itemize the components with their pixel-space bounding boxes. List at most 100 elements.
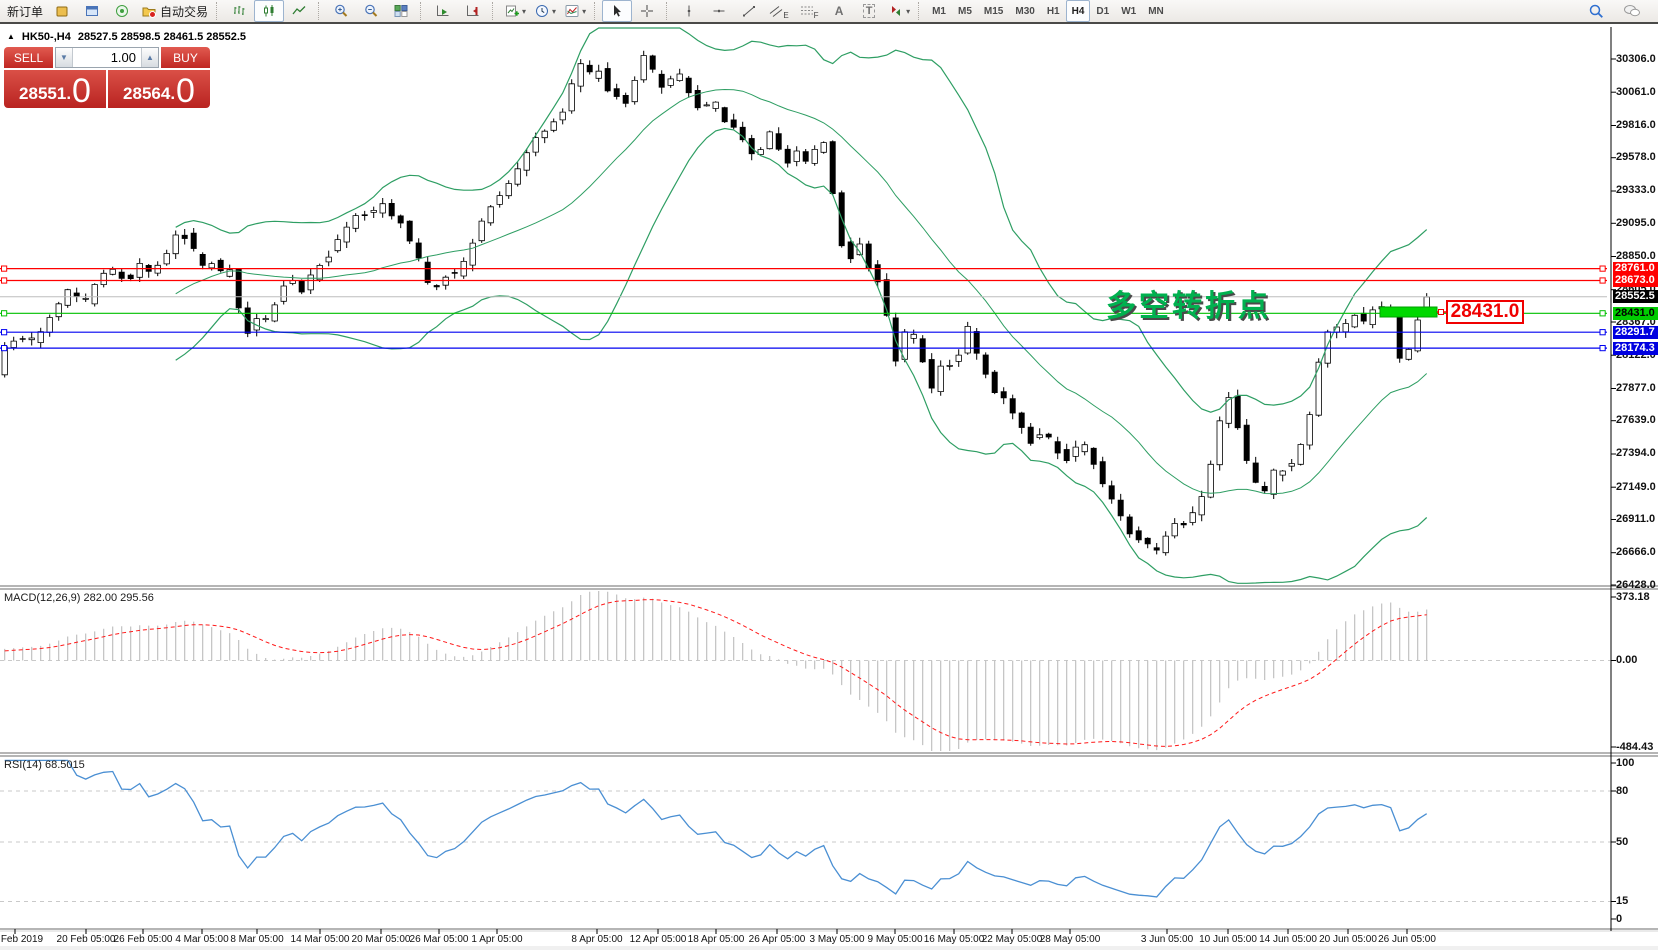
new-chart-icon <box>504 3 520 19</box>
sell-price-value: 28551 <box>19 84 67 103</box>
horizontal-line-icon <box>711 3 727 19</box>
macd-label: MACD(12,26,9) 282.00 295.56 <box>4 592 154 604</box>
auto-scroll-button[interactable] <box>428 0 458 22</box>
volume-input[interactable]: 1.00 <box>110 50 136 65</box>
buy-price-button[interactable]: 28564. 0 <box>108 70 210 108</box>
text-label-tool-button[interactable]: T <box>854 0 884 22</box>
time-label: 20 Jun 05:00 <box>1319 934 1377 945</box>
new-chart-button[interactable]: ▾ <box>500 0 530 22</box>
one-click-trading-panel: SELL ▼ 1.00 ▲ BUY 28551. 0 28564. 0 <box>4 47 210 108</box>
horizontal-line-tool-button[interactable] <box>704 0 734 22</box>
level-price-label: 28291.7 <box>1613 325 1658 339</box>
text-label-icon: T <box>862 4 876 18</box>
fibonacci-letter: F <box>813 10 819 20</box>
auto-scroll-icon <box>435 3 451 19</box>
blue-window-icon <box>84 3 100 19</box>
indicators-button[interactable]: ▾ <box>560 0 590 22</box>
time-label: 1 Apr 05:00 <box>471 934 523 945</box>
timeframe-m1-button[interactable]: M1 <box>932 5 946 17</box>
price-tick-label: 27394.0 <box>1616 447 1656 460</box>
fibonacci-icon <box>800 3 814 19</box>
symbol-period-label: HK50-,H4 <box>21 31 71 43</box>
main-toolbar: 新订单 自动交易 ▾ ▾ ▾ E F A T ▾ M1 M5 M15 M30 H1 H4 D… <box>0 0 1658 24</box>
zoom-out-icon <box>363 3 379 19</box>
timeframe-h4-button[interactable]: H4 <box>1065 0 1091 22</box>
timeframe-m30-button[interactable]: M30 <box>1015 5 1035 17</box>
timeframe-w1-button[interactable]: W1 <box>1121 5 1137 17</box>
timeframe-mn-button[interactable]: MN <box>1148 5 1164 17</box>
timeframe-h1-button[interactable]: H1 <box>1046 5 1060 17</box>
zoom-in-icon <box>333 3 349 19</box>
crosshair-tool-button[interactable] <box>632 0 662 22</box>
terminal-button[interactable] <box>77 0 107 22</box>
text-tool-button[interactable]: A <box>824 0 854 22</box>
fibonacci-tool-button[interactable]: F <box>794 0 824 22</box>
profiles-button[interactable]: ▾ <box>530 0 560 22</box>
time-label: 10 Jun 05:00 <box>1199 934 1257 945</box>
trendline-icon <box>741 3 757 19</box>
zoom-in-button[interactable] <box>326 0 356 22</box>
vertical-line-tool-button[interactable] <box>674 0 704 22</box>
macd-tick-label: -484.43 <box>1616 740 1654 753</box>
price-flag-label[interactable]: 28431.0 <box>1446 300 1524 324</box>
new-order-button[interactable]: 新订单 <box>3 0 47 22</box>
volume-increase-button[interactable]: ▲ <box>141 48 158 67</box>
price-tick-label: 26428.0 <box>1616 578 1656 591</box>
chevron-down-icon: ▾ <box>906 6 911 16</box>
timeframe-m5-button[interactable]: M5 <box>958 5 972 17</box>
cursor-tool-button[interactable] <box>602 0 633 22</box>
rsi-tick-label: 50 <box>1616 835 1629 848</box>
new-order-label: 新订单 <box>7 4 44 19</box>
sell-price-button[interactable]: 28551. 0 <box>4 70 106 108</box>
tile-windows-button[interactable] <box>386 0 416 22</box>
level-price-label: 28552.5 <box>1613 290 1658 304</box>
metaeditor-button[interactable] <box>47 0 77 22</box>
collapse-arrow-icon[interactable]: ▲ <box>7 32 15 41</box>
sell-button[interactable]: SELL <box>4 47 53 68</box>
chat-bubbles-icon <box>1622 3 1642 19</box>
line-chart-mode-button[interactable] <box>284 0 314 22</box>
toolbar-separator <box>318 2 322 20</box>
rsi-label: RSI(14) 68.5015 <box>4 759 85 771</box>
price-tick-label: 29333.0 <box>1616 184 1656 197</box>
autotrading-button[interactable]: 自动交易 <box>137 0 212 22</box>
time-label: 3 Jun 05:00 <box>1140 934 1194 945</box>
search-icon <box>1588 3 1605 20</box>
time-label: 26 Mar 05:00 <box>409 934 469 945</box>
time-label: 20 Feb 05:00 <box>56 934 116 945</box>
time-label: 14 Mar 05:00 <box>290 934 350 945</box>
bar-chart-mode-button[interactable] <box>224 0 254 22</box>
strategy-tester-button[interactable] <box>107 0 137 22</box>
time-label: 8 Mar 05:00 <box>230 934 284 945</box>
price-tick-label: 29816.0 <box>1616 118 1656 131</box>
search-button[interactable] <box>1581 0 1611 22</box>
timeframe-m15-button[interactable]: M15 <box>983 5 1004 17</box>
macd-tick-label: 0.00 <box>1616 653 1638 666</box>
crosshair-icon <box>639 3 655 19</box>
timeframe-d1-button[interactable]: D1 <box>1096 5 1110 17</box>
level-price-label: 28673.0 <box>1613 273 1658 287</box>
rsi-tick-label: 15 <box>1616 895 1629 907</box>
buy-button[interactable]: BUY <box>161 47 210 68</box>
decimal-separator: . <box>170 84 176 103</box>
rsi-tick-label: 100 <box>1616 756 1635 769</box>
equidistant-channel-tool-button[interactable]: E <box>764 0 794 22</box>
chevron-down-icon: ▾ <box>552 6 557 16</box>
time-label: 8 Apr 05:00 <box>571 934 623 945</box>
candlestick-mode-button[interactable] <box>254 0 285 22</box>
time-label: 26 Feb 05:00 <box>113 934 173 945</box>
time-label: 28 May 05:00 <box>1039 934 1101 945</box>
volume-decrease-button[interactable]: ▼ <box>56 48 73 67</box>
toolbar-separator <box>216 2 220 20</box>
chart-shift-button[interactable] <box>458 0 488 22</box>
price-tick-label: 27639.0 <box>1616 414 1656 427</box>
trendline-tool-button[interactable] <box>734 0 764 22</box>
price-axis[interactable]: 30306.0 30061.0 29816.0 29578.0 29333.0 29095… <box>1612 26 1658 932</box>
arrows-tool-button[interactable]: ▾ <box>884 0 914 22</box>
community-button[interactable] <box>1617 0 1647 22</box>
level-price-label: 28174.3 <box>1613 341 1658 355</box>
zoom-out-button[interactable] <box>356 0 386 22</box>
price-tick-label: 28850.0 <box>1616 249 1656 262</box>
